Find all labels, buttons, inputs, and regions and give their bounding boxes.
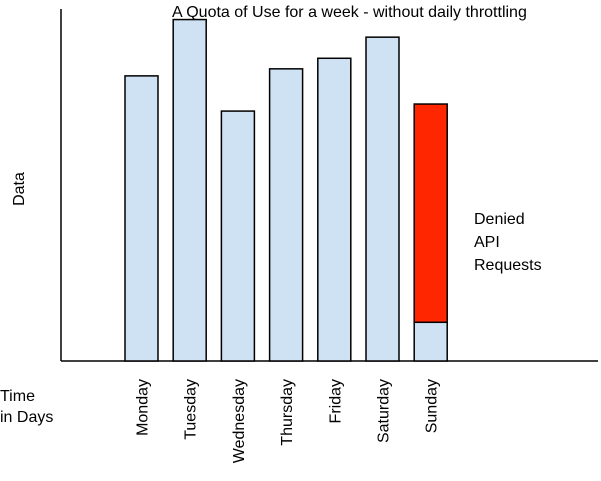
category-label-friday: Friday	[327, 379, 344, 423]
bars	[124, 18, 448, 362]
bar-thursday-segment-1	[268, 68, 304, 362]
category-label-thursday: Thursday	[279, 379, 296, 446]
category-label-saturday: Saturday	[376, 379, 393, 443]
bar-wednesday-segment-1	[220, 110, 256, 362]
denied-annotation-line-3: Requests	[474, 257, 542, 274]
chart-title: A Quota of Use for a week - without dail…	[172, 4, 527, 21]
denied-annotation-line-2: API	[474, 234, 500, 251]
category-labels: Monday Tuesday Wednesday Thursday Friday Satu…	[135, 379, 441, 463]
denied-annotation-line-1: Denied	[474, 211, 525, 228]
category-label-tuesday: Tuesday	[183, 379, 200, 440]
y-axis-label: Data	[11, 172, 28, 206]
category-label-monday: Monday	[135, 379, 152, 436]
bar-sunday-segment-1	[413, 321, 448, 362]
bar-sunday-segment-2	[413, 103, 448, 324]
category-label-wednesday: Wednesday	[231, 379, 248, 463]
x-axis-label-line-1: Time	[0, 388, 35, 405]
x-axis-label-line-2: in Days	[0, 409, 53, 426]
bar-monday-segment-1	[124, 75, 159, 362]
bar-tuesday-segment-1	[172, 18, 207, 362]
bar-friday-segment-1	[317, 57, 352, 362]
category-label-sunday: Sunday	[424, 379, 441, 433]
bar-saturday-segment-1	[365, 36, 400, 362]
